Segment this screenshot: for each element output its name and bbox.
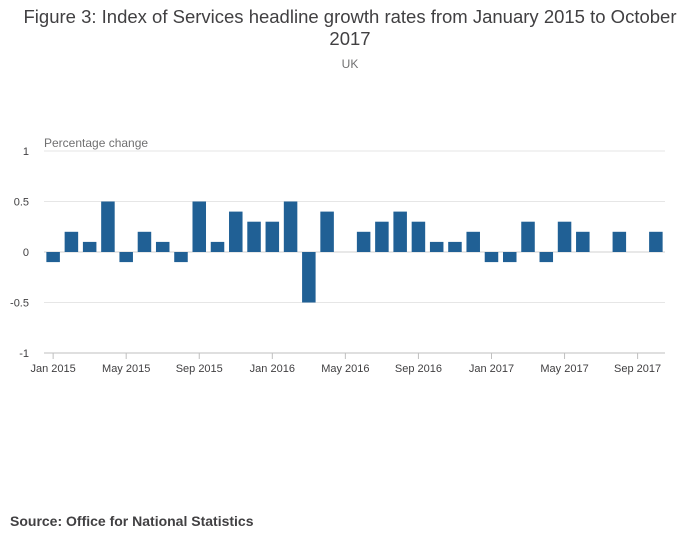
bar-dec-2015 bbox=[247, 221, 261, 252]
bar-jun-2015 bbox=[137, 231, 152, 252]
x-tick-label: Sep 2015 bbox=[176, 363, 223, 375]
x-tick-label: Jan 2016 bbox=[250, 363, 295, 375]
bar-feb-2016 bbox=[283, 201, 298, 252]
bar-may-2017 bbox=[557, 221, 572, 252]
x-tick-label: Jan 2015 bbox=[30, 363, 75, 375]
bar-aug-2015 bbox=[174, 252, 188, 263]
bar-jan-2015 bbox=[46, 252, 60, 263]
y-tick-label: -0.5 bbox=[10, 298, 29, 310]
bar-apr-2016 bbox=[320, 211, 334, 252]
y-tick-label: -1 bbox=[19, 348, 29, 360]
chart-subtitle: UK bbox=[341, 57, 359, 71]
x-tick-label: May 2016 bbox=[321, 363, 369, 375]
bar-jun-2016 bbox=[356, 231, 371, 252]
bar-dec-2016 bbox=[466, 231, 480, 252]
bar-nov-2015 bbox=[229, 211, 243, 252]
y-tick-label: 0.5 bbox=[14, 197, 29, 209]
y-tick-label: 0 bbox=[23, 247, 29, 259]
chart-title: Figure 3: Index of Services headline gro… bbox=[23, 6, 677, 49]
bar-jul-2016 bbox=[375, 221, 389, 252]
x-tick-label: Jan 2017 bbox=[469, 363, 514, 375]
bar-feb-2017 bbox=[502, 252, 517, 263]
source-note: Source: Office for National Statistics bbox=[10, 513, 254, 529]
bar-aug-2016 bbox=[393, 211, 407, 252]
bar-oct-2015 bbox=[210, 241, 225, 252]
y-tick-label: 1 bbox=[23, 146, 29, 158]
bar-jan-2016 bbox=[265, 221, 280, 252]
bar-jul-2015 bbox=[155, 241, 170, 252]
bar-sep-2016 bbox=[411, 221, 426, 252]
bar-may-2015 bbox=[119, 252, 133, 263]
bar-mar-2016 bbox=[302, 252, 316, 303]
y-axis-label: Percentage change bbox=[44, 136, 148, 150]
bar-apr-2015 bbox=[101, 201, 115, 252]
x-tick-label: May 2017 bbox=[540, 363, 588, 375]
bar-feb-2015 bbox=[64, 231, 79, 252]
x-tick-label: Sep 2016 bbox=[395, 363, 442, 375]
bar-jan-2017 bbox=[484, 252, 499, 263]
x-tick-label: Sep 2017 bbox=[614, 363, 661, 375]
bar-sep-2015 bbox=[192, 201, 207, 252]
bar-mar-2015 bbox=[82, 241, 97, 252]
bar-oct-2017 bbox=[649, 231, 663, 252]
bar-jun-2017 bbox=[576, 231, 590, 252]
x-tick-label: May 2015 bbox=[102, 363, 150, 375]
bar-apr-2017 bbox=[539, 252, 554, 263]
bar-aug-2017 bbox=[612, 231, 627, 252]
bar-mar-2017 bbox=[521, 221, 535, 252]
bar-nov-2016 bbox=[448, 241, 462, 252]
bar-oct-2016 bbox=[429, 241, 444, 252]
